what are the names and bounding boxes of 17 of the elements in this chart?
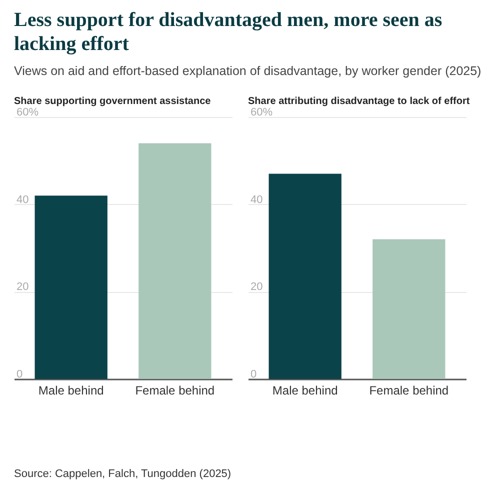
y-tick-label: 40	[16, 194, 29, 206]
y-axis-title: Share attributing disadvantage to lack of effort	[248, 96, 470, 107]
chart-subtitle: Views on aid and effort-based explanation of disadvantage, by worker gender (2025)	[14, 64, 482, 78]
y-axis-title: Share supporting government assistance	[14, 96, 212, 107]
y-tick-label: 20	[16, 281, 29, 294]
y-tick-label: 20	[250, 281, 263, 294]
y-tick-label: 60%	[16, 106, 39, 118]
y-tick-label: 0	[16, 368, 23, 380]
chart-title: Less support for disadvantaged men, more seen as lacking effort	[14, 8, 444, 56]
x-tick-label: Female behind	[369, 384, 449, 398]
y-tick-label: 40	[250, 194, 263, 206]
x-tick-label: Female behind	[135, 384, 215, 398]
source-note: Source: Cappelen, Falch, Tungodden (2025)	[14, 468, 232, 480]
y-tick-label: 0	[250, 368, 257, 380]
x-tick-label: Male behind	[38, 384, 104, 398]
y-tick-label: 60%	[250, 106, 273, 118]
x-tick-label: Male behind	[272, 384, 338, 398]
